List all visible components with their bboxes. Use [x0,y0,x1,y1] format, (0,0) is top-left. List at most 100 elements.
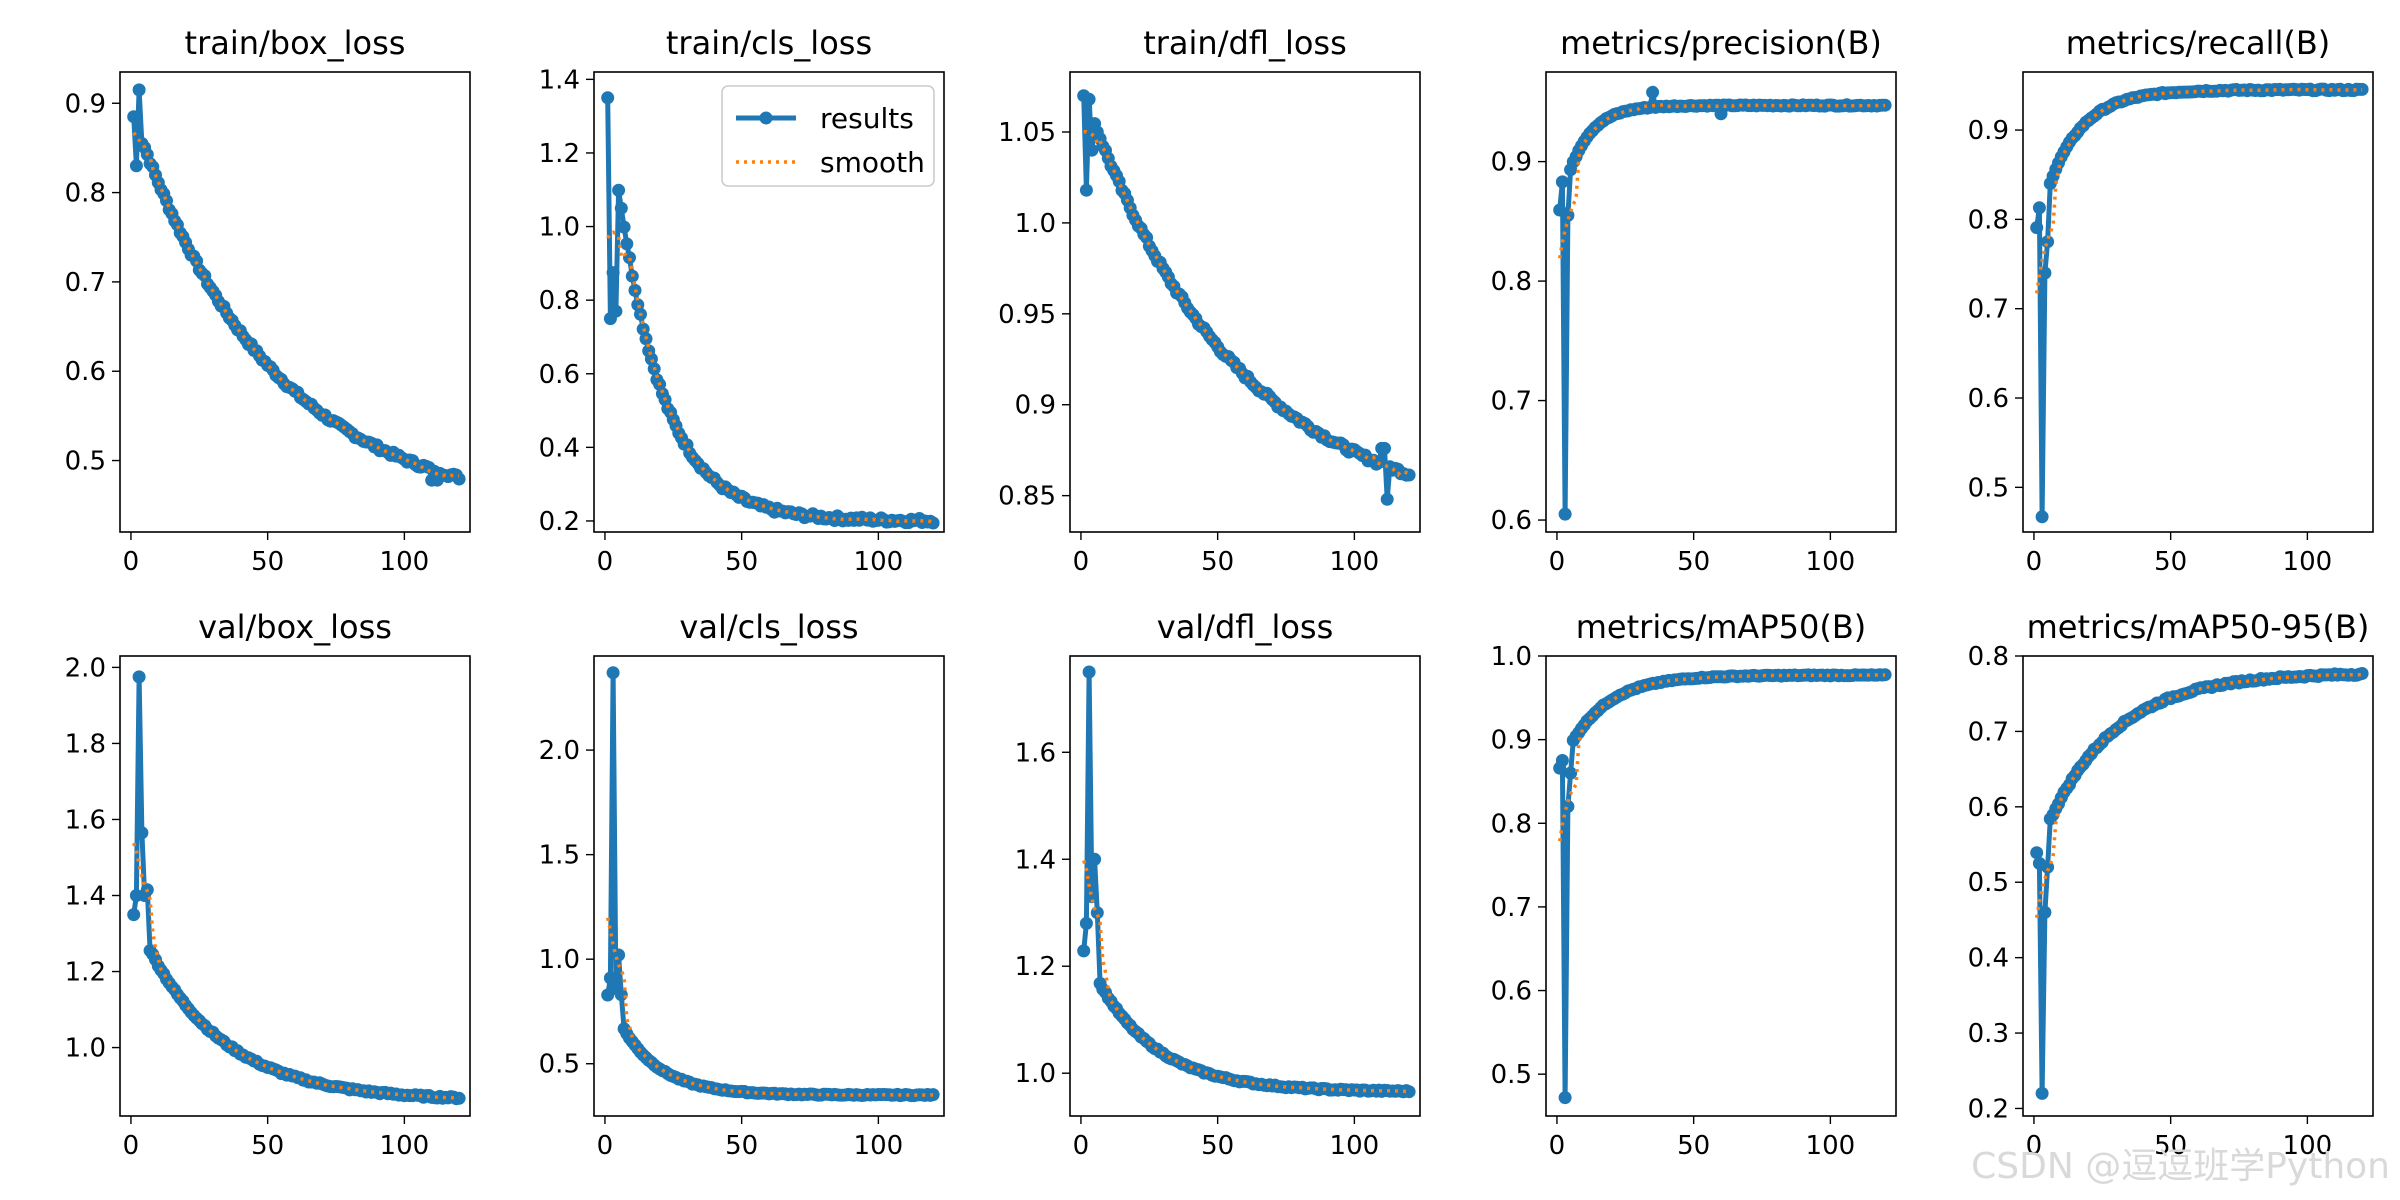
results-point [617,220,631,234]
results-point [606,666,620,680]
y-tick-label: 2.0 [539,736,580,766]
x-tick-label: 0 [1549,1131,1566,1161]
results-point [135,826,149,840]
x-tick-label: 50 [2154,1131,2187,1161]
x-tick-label: 100 [854,547,904,577]
y-tick-label: 1.4 [65,882,106,912]
x-tick-label: 100 [2283,1131,2333,1161]
subplot-2: train/cls_loss 0 50 100 0.2 0.4 0.6 0.8 1.0 1.2 1.… [539,24,945,577]
x-tick-label: 0 [597,547,614,577]
x-tick-label: 50 [251,547,284,577]
y-tick-label: 0.5 [65,447,106,477]
subplot-title: metrics/recall(B) [2066,24,2331,62]
results-point [2030,221,2044,235]
results-line [131,87,462,483]
y-tick-label: 0.4 [539,433,580,463]
y-tick-label: 0.9 [1491,726,1532,756]
subplot-4: metrics/precision(B) 0 50 100 0.6 0.7 0.8 0.9 [1491,24,1897,577]
x-tick-label: 100 [1806,547,1856,577]
x-tick-label: 0 [123,1131,140,1161]
results-point [1564,766,1578,780]
y-tick-label: 1.6 [1015,738,1056,768]
y-tick-label: 1.6 [65,805,106,835]
results-point [2030,846,2044,860]
results-markers [2030,82,2369,524]
y-tick-label: 1.0 [65,1034,106,1064]
results-markers [127,83,466,487]
results-point [2035,510,2049,524]
smooth-line [605,917,934,1097]
y-tick-label: 0.2 [539,507,580,537]
x-tick-label: 0 [2026,547,2043,577]
y-tick-label: 0.7 [1968,717,2009,747]
results-point [129,159,143,173]
results-point [1561,208,1575,222]
y-tick-label: 0.2 [1968,1094,2009,1124]
x-tick-label: 50 [1201,547,1234,577]
subplot-8: val/dfl_loss 0 50 100 1.0 1.2 1.4 1.6 [1015,608,1421,1161]
results-point [1555,754,1569,767]
x-tick-label: 100 [1330,1131,1380,1161]
results-point [2038,905,2052,919]
axes-frame [593,655,945,1117]
y-tick-label: 1.0 [539,945,580,975]
y-tick-label: 0.8 [1968,642,2009,672]
results-point [1646,85,1660,99]
results-point [1082,92,1096,106]
results-point [609,304,623,318]
smooth-line [1082,859,1410,1093]
results-point [1088,852,1102,866]
y-tick-label: 1.05 [998,118,1056,148]
x-tick-label: 0 [123,547,140,577]
x-tick-label: 50 [725,1131,758,1161]
axes-frame [1069,655,1421,1117]
x-tick-label: 100 [854,1131,904,1161]
results-line [131,674,460,1102]
y-tick-label: 0.7 [1491,387,1532,417]
x-tick-label: 50 [725,547,758,577]
y-tick-label: 0.8 [539,286,580,316]
y-tick-label: 2.0 [65,653,106,683]
axes-frame [119,71,471,533]
results-point [452,472,466,486]
x-tick-label: 50 [2154,547,2187,577]
results-line [2034,86,2363,520]
x-tick-label: 50 [1677,1131,1710,1161]
y-tick-label: 0.6 [1968,793,2009,823]
legend-box [721,85,935,187]
results-point [603,971,617,985]
y-tick-label: 0.8 [1968,205,2009,235]
y-tick-label: 0.9 [1491,148,1532,178]
results-point [1558,1091,1572,1105]
y-tick-label: 0.7 [1491,893,1532,923]
y-tick-label: 1.4 [1015,845,1056,875]
results-markers [127,670,466,1106]
results-point [620,237,634,251]
results-point [1561,800,1575,813]
y-tick-label: 1.4 [539,65,580,95]
results-point [1079,916,1093,930]
results-markers [1553,85,1892,521]
y-tick-label: 1.2 [65,958,106,988]
subplot-title: metrics/mAP50-95(B) [2027,608,2370,646]
results-line [1557,672,1886,1101]
results-point [1380,492,1394,506]
results-markers [1553,668,1892,1105]
watermark: CSDN @逗逗班学Python [1971,1146,2390,1187]
y-tick-label: 1.0 [539,213,580,243]
results-point [1082,665,1096,679]
y-tick-label: 0.85 [998,482,1056,512]
results-point [1558,507,1572,521]
results-line [1081,95,1410,502]
results-point [132,670,146,684]
smooth-line [606,230,934,524]
results-point [1077,944,1091,958]
results-point [612,183,626,197]
subplot-7: val/cls_loss 0 50 100 0.5 1.0 1.5 2.0 [539,608,945,1161]
subplot-title: train/dfl_loss [1143,24,1347,62]
results-markers [2030,667,2369,1100]
y-tick-label: 0.6 [1491,977,1532,1007]
axes-frame [593,71,945,533]
results-point [614,201,628,215]
smooth-line [1557,103,1886,259]
